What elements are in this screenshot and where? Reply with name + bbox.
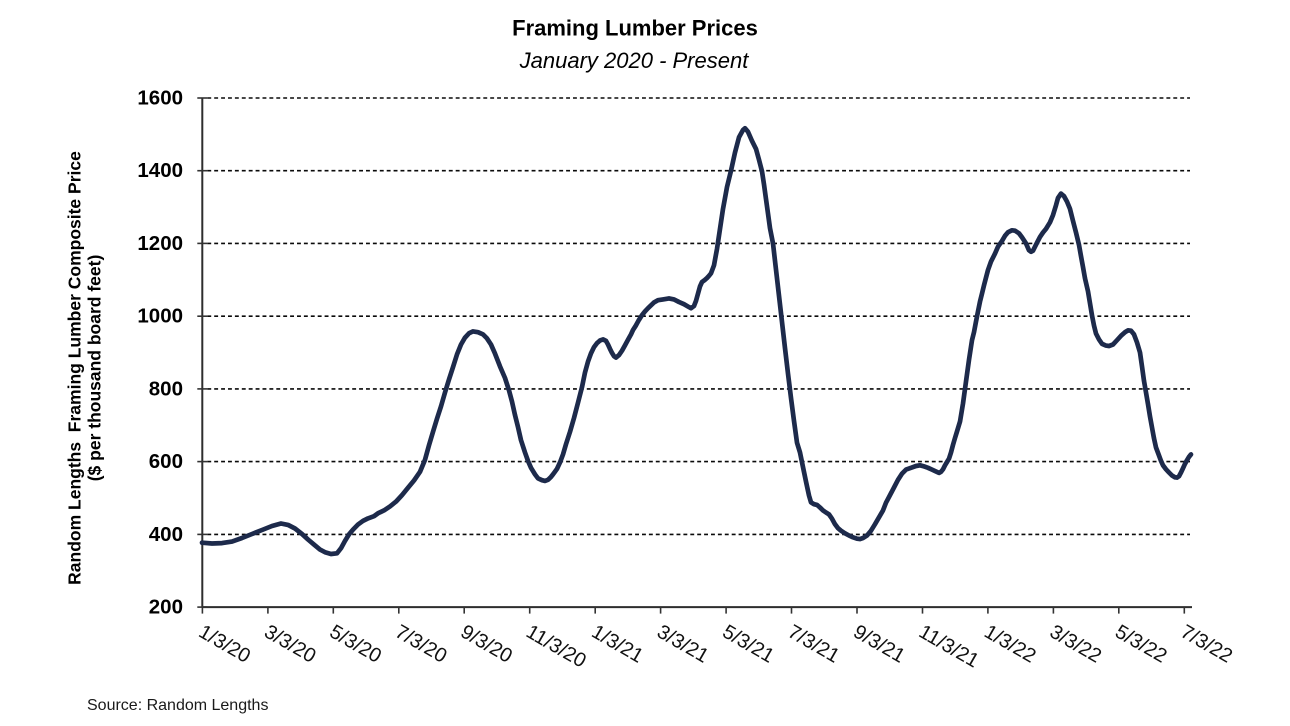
svg-text:600: 600 [149,450,183,473]
svg-text:January 2020 - Present: January 2020 - Present [519,48,750,73]
svg-text:1600: 1600 [137,86,183,109]
svg-text:($ per thousand board feet): ($ per thousand board feet) [85,255,105,482]
svg-text:Framing Lumber Prices: Framing Lumber Prices [512,16,758,41]
svg-text:800: 800 [149,377,183,400]
svg-text:200: 200 [149,596,183,619]
svg-text:1000: 1000 [137,305,183,328]
svg-text:400: 400 [149,523,183,546]
svg-text:1200: 1200 [137,232,183,255]
svg-text:1400: 1400 [137,159,183,182]
svg-text:Source: Random Lengths: Source: Random Lengths [87,697,268,714]
svg-text:Random Lengths Framing Lumber: Random Lengths Framing Lumber Composite … [65,151,85,585]
